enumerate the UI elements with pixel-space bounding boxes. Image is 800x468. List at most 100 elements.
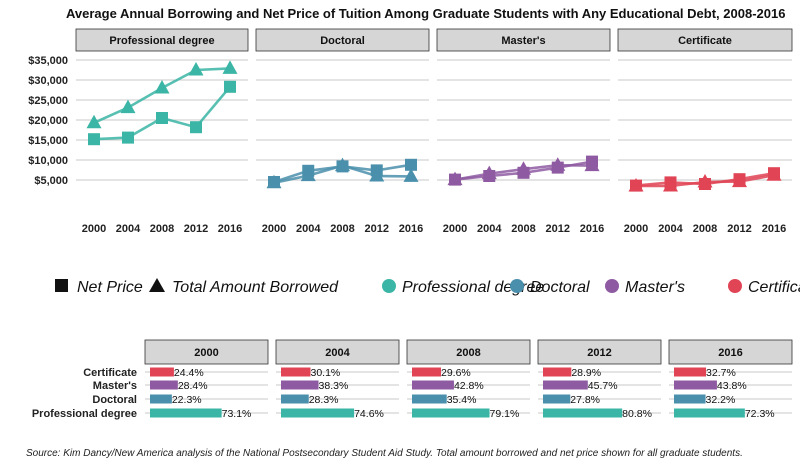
total-borrowed-marker — [766, 167, 782, 181]
total-borrowed-marker — [300, 167, 316, 182]
x-tick-label: 2008 — [330, 223, 354, 235]
bar — [412, 380, 454, 390]
bar — [674, 367, 707, 377]
x-tick-label: 2016 — [762, 223, 786, 235]
x-tick-label: 2004 — [116, 223, 141, 235]
legend-label-total-borrowed: Total Amount Borrowed — [172, 279, 339, 296]
bar-value-label: 27.8% — [570, 394, 600, 406]
legend-label-degree: Certificate — [748, 279, 800, 296]
x-tick-label: 2008 — [693, 223, 717, 235]
x-tick-label: 2016 — [218, 223, 242, 235]
bar-panel-strip-label: 2000 — [194, 347, 218, 359]
bar-value-label: 28.3% — [309, 394, 339, 406]
x-tick-label: 2004 — [296, 223, 321, 235]
bar — [674, 380, 717, 390]
legend-triangle-icon — [149, 278, 165, 292]
bar-value-label: 73.1% — [222, 408, 252, 420]
legend-dot-icon — [382, 279, 396, 293]
chart-caption: Source: Kim Dancy/New America analysis o… — [26, 448, 743, 459]
bar-panel-strip — [275, 339, 400, 365]
bar-value-label: 42.8% — [454, 380, 484, 392]
bar-category-label: Master's — [93, 380, 137, 392]
total-borrowed-marker — [481, 165, 497, 180]
panel-strip — [255, 28, 430, 52]
legend-dot-icon — [510, 279, 524, 293]
y-tick-label: $15,000 — [28, 135, 68, 147]
total-borrowed-marker — [403, 168, 419, 182]
net-price-marker — [190, 121, 202, 134]
total-borrowed-marker — [266, 174, 282, 189]
x-tick-label: 2000 — [262, 223, 286, 235]
bar — [412, 367, 442, 377]
bar-category-label: Doctoral — [92, 394, 137, 406]
x-tick-label: 2000 — [443, 223, 467, 235]
net-price-marker — [88, 133, 100, 146]
bar-panel-strip-label: 2016 — [718, 347, 742, 359]
total-borrowed-marker — [120, 99, 136, 114]
total-borrowed-marker — [550, 157, 566, 171]
bar-category-label: Certificate — [83, 367, 137, 379]
total-borrowed-marker — [516, 161, 531, 175]
total-borrowed-marker — [369, 168, 385, 182]
total-borrowed-marker — [584, 157, 600, 172]
bar-panel-strip — [668, 339, 793, 365]
bar-panel-strip-label: 2004 — [325, 347, 350, 359]
bar-category-label: Professional degree — [32, 408, 137, 420]
x-tick-label: 2000 — [82, 223, 106, 235]
x-tick-label: 2012 — [727, 223, 751, 235]
bar-value-label: 43.8% — [717, 380, 747, 392]
bar-panel-strip — [537, 339, 662, 365]
net-price-marker — [122, 131, 134, 144]
total-borrowed-marker — [447, 171, 463, 186]
bar-value-label: 22.3% — [172, 394, 202, 406]
bar-value-label: 72.3% — [745, 408, 775, 420]
legend-dot-icon — [605, 279, 619, 293]
bar — [412, 394, 447, 404]
x-tick-label: 2008 — [511, 223, 535, 235]
net-price-marker — [405, 158, 417, 171]
legend-square-icon — [55, 279, 68, 292]
legend-dot-icon — [728, 279, 742, 293]
panel-strip — [75, 28, 249, 52]
x-tick-label: 2012 — [546, 223, 570, 235]
bar — [150, 394, 172, 404]
panel-strip — [436, 28, 611, 52]
bar-value-label: 29.6% — [441, 367, 471, 379]
y-tick-label: $10,000 — [28, 155, 68, 167]
legend-label-degree: Professional degree — [402, 279, 544, 296]
bar — [412, 408, 490, 418]
total-borrowed-marker — [188, 62, 204, 76]
panel-strip-label: Master's — [501, 35, 545, 47]
bar — [543, 367, 572, 377]
bar-value-label: 32.7% — [706, 367, 736, 379]
net-price-marker — [224, 80, 236, 93]
bar — [150, 408, 222, 418]
bar-value-label: 28.4% — [178, 380, 208, 392]
total-borrowed-marker — [222, 60, 238, 74]
x-tick-label: 2012 — [184, 223, 208, 235]
x-tick-label: 2000 — [624, 223, 648, 235]
total-borrowed-marker — [732, 173, 747, 188]
bar — [674, 408, 745, 418]
total-borrowed-marker — [697, 174, 713, 188]
x-tick-label: 2004 — [477, 223, 502, 235]
x-tick-label: 2016 — [580, 223, 604, 235]
legend-label-degree: Master's — [625, 279, 685, 296]
bar — [674, 394, 706, 404]
net-price-marker — [156, 112, 168, 124]
panel-strip-label: Certificate — [678, 35, 732, 47]
y-tick-label: $25,000 — [28, 95, 68, 107]
panel-strip — [617, 28, 793, 52]
panel-strip-label: Professional degree — [109, 35, 214, 47]
bar-value-label: 24.4% — [174, 367, 204, 379]
bar-panel-strip — [144, 339, 269, 365]
bar-panel-strip-label: 2012 — [587, 347, 611, 359]
x-tick-label: 2004 — [658, 223, 683, 235]
total-borrowed-marker — [628, 178, 644, 192]
bar — [281, 394, 309, 404]
legend-label-degree: Doctoral — [530, 279, 590, 296]
bar-panel-strip-label: 2008 — [456, 347, 480, 359]
total-borrowed-marker — [663, 178, 678, 192]
bar — [281, 380, 319, 390]
